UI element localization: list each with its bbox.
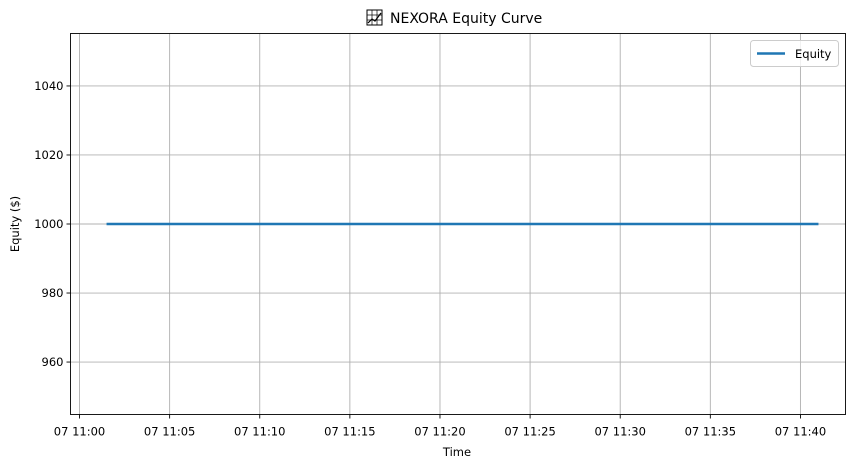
- y-tick-label: 1040: [34, 79, 63, 93]
- legend-box: [750, 40, 839, 67]
- x-tick-label: 07 11:05: [144, 425, 195, 439]
- legend-label-equity: Equity: [795, 47, 832, 61]
- x-tick-label: 07 11:20: [414, 425, 465, 439]
- x-tick-label: 07 11:25: [504, 425, 555, 439]
- legend: Equity: [750, 40, 839, 67]
- x-tick-label: 07 11:30: [594, 425, 645, 439]
- y-axis-label: Equity ($): [8, 196, 22, 252]
- x-tick-label: 07 11:35: [685, 425, 736, 439]
- x-axis-label: Time: [442, 445, 471, 459]
- x-tick-label: 07 11:10: [234, 425, 285, 439]
- y-tick-label: 1020: [34, 148, 63, 162]
- x-tick-label: 07 11:00: [54, 425, 105, 439]
- y-tick-label: 960: [42, 355, 64, 369]
- x-tick-label: 07 11:40: [775, 425, 826, 439]
- y-axis-ticks: 960 980 1000 1020 1040: [34, 79, 71, 369]
- chart-title-group: NEXORA Equity Curve: [366, 9, 542, 27]
- chart-title: NEXORA Equity Curve: [390, 11, 542, 27]
- chart-icon: [366, 9, 383, 26]
- x-axis-ticks: 07 11:00 07 11:05 07 11:10 07 11:15 07 11:20…: [54, 414, 826, 439]
- y-tick-label: 980: [42, 286, 64, 300]
- x-tick-label: 07 11:15: [324, 425, 375, 439]
- y-tick-label: 1000: [34, 217, 63, 231]
